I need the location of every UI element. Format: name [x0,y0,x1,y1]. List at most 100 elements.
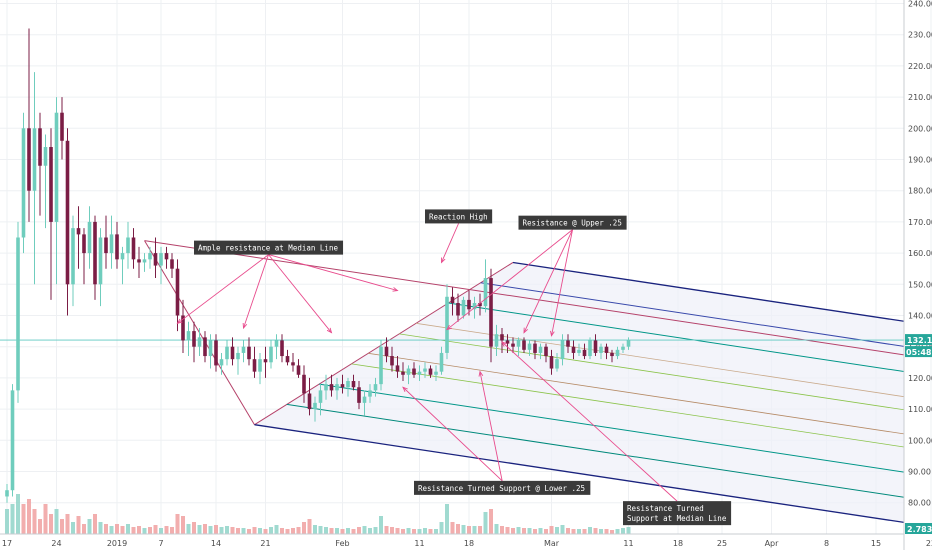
candle-body [192,331,196,347]
volume-bar [176,514,180,534]
volume-label: 2.783K [907,525,932,534]
candle-body [605,347,609,353]
volume-bar [324,527,328,534]
candle [33,72,37,284]
candle-body [610,353,614,356]
volume-bar [55,509,59,534]
x-tick-label: 11 [623,539,633,548]
candle-body [352,381,356,387]
candle-body [489,278,493,347]
y-tick-label: 90.00 [908,468,931,477]
candle-body [451,297,455,303]
volume-bar [88,519,92,534]
candle-body [588,340,592,356]
volume-bar [11,504,15,534]
candle-body [544,347,548,356]
volume-bar [170,527,174,534]
volume-bar [478,526,482,534]
candle-body [55,113,59,222]
x-tick-label: 11 [414,539,424,548]
volume-bar [22,504,26,534]
candle [258,353,262,384]
candle [286,350,290,366]
volume-bar [181,516,185,534]
candle [11,384,15,496]
y-tick-label: 80.00 [908,499,931,508]
candle-body [335,384,339,390]
candle-body [621,347,625,350]
volume-bar [71,522,75,534]
volume-bar [264,529,268,534]
candle-body [269,347,273,363]
candle-body [511,344,515,347]
candle-body [577,350,581,353]
x-tick-label: 18 [673,539,683,548]
candle [5,484,9,503]
volume-bar [104,524,108,534]
x-tick-label: 8 [824,539,829,548]
ample-resistance-arrow [269,255,332,333]
candle-body [5,490,9,496]
volume-bar [143,528,147,534]
resistance-turned-support-median-label: Support at Median Line [627,514,727,523]
candle-body [165,253,169,259]
candle-body [407,369,411,375]
volume-bar [253,527,257,534]
volume-bar [484,512,488,534]
candle-body [357,387,361,403]
candle-body [550,356,554,368]
candle [66,128,70,315]
volume-bar [319,526,323,534]
volume-bar [27,499,31,534]
volume-bar [148,527,152,534]
y-tick-label: 120.00 [908,374,932,383]
volume-bar [511,528,515,534]
volume-bar [220,527,224,534]
candle-body [49,147,53,222]
volume-bar [137,526,141,534]
candle-body [341,384,345,387]
volume-bar [5,509,9,534]
candle-body [616,350,620,356]
volume-bar [214,525,218,534]
volume-bar [434,529,438,534]
candle [198,328,202,356]
volume-bar [379,516,383,534]
volume-bar [280,528,284,534]
candle-body [319,390,323,402]
volume-bar [126,524,130,534]
volume-bar [390,527,394,534]
volume-bar [462,525,466,534]
volume-bar [522,528,526,534]
volume-bar [440,522,444,534]
candle-body [154,253,158,265]
candle [253,347,257,378]
candle [203,331,207,362]
candle [445,284,449,359]
candle-body [258,359,262,371]
y-tick-label: 230.00 [908,31,932,40]
volume-bar [132,527,136,534]
candle-body [379,347,383,384]
x-tick-label: Mar [544,539,560,548]
candle-body [264,359,268,362]
volume-bar [275,525,279,534]
candle [115,222,119,269]
volume-bar [335,528,339,534]
candle [143,253,147,272]
volume-bar [599,529,603,534]
volume-bar [500,526,504,534]
volume-bar [588,527,592,534]
candle-body [132,238,136,260]
volume-bar [225,526,229,534]
volume-bar [82,524,86,534]
volume-bar [517,527,521,534]
volume-bar [154,525,158,534]
x-axis-ticks: 1724201971421Feb1118Mar111825Apr8152229 [2,539,932,548]
volume-bar [401,529,405,534]
candle-body [209,340,213,356]
volume-bar [258,528,262,534]
candle-body [126,238,130,254]
